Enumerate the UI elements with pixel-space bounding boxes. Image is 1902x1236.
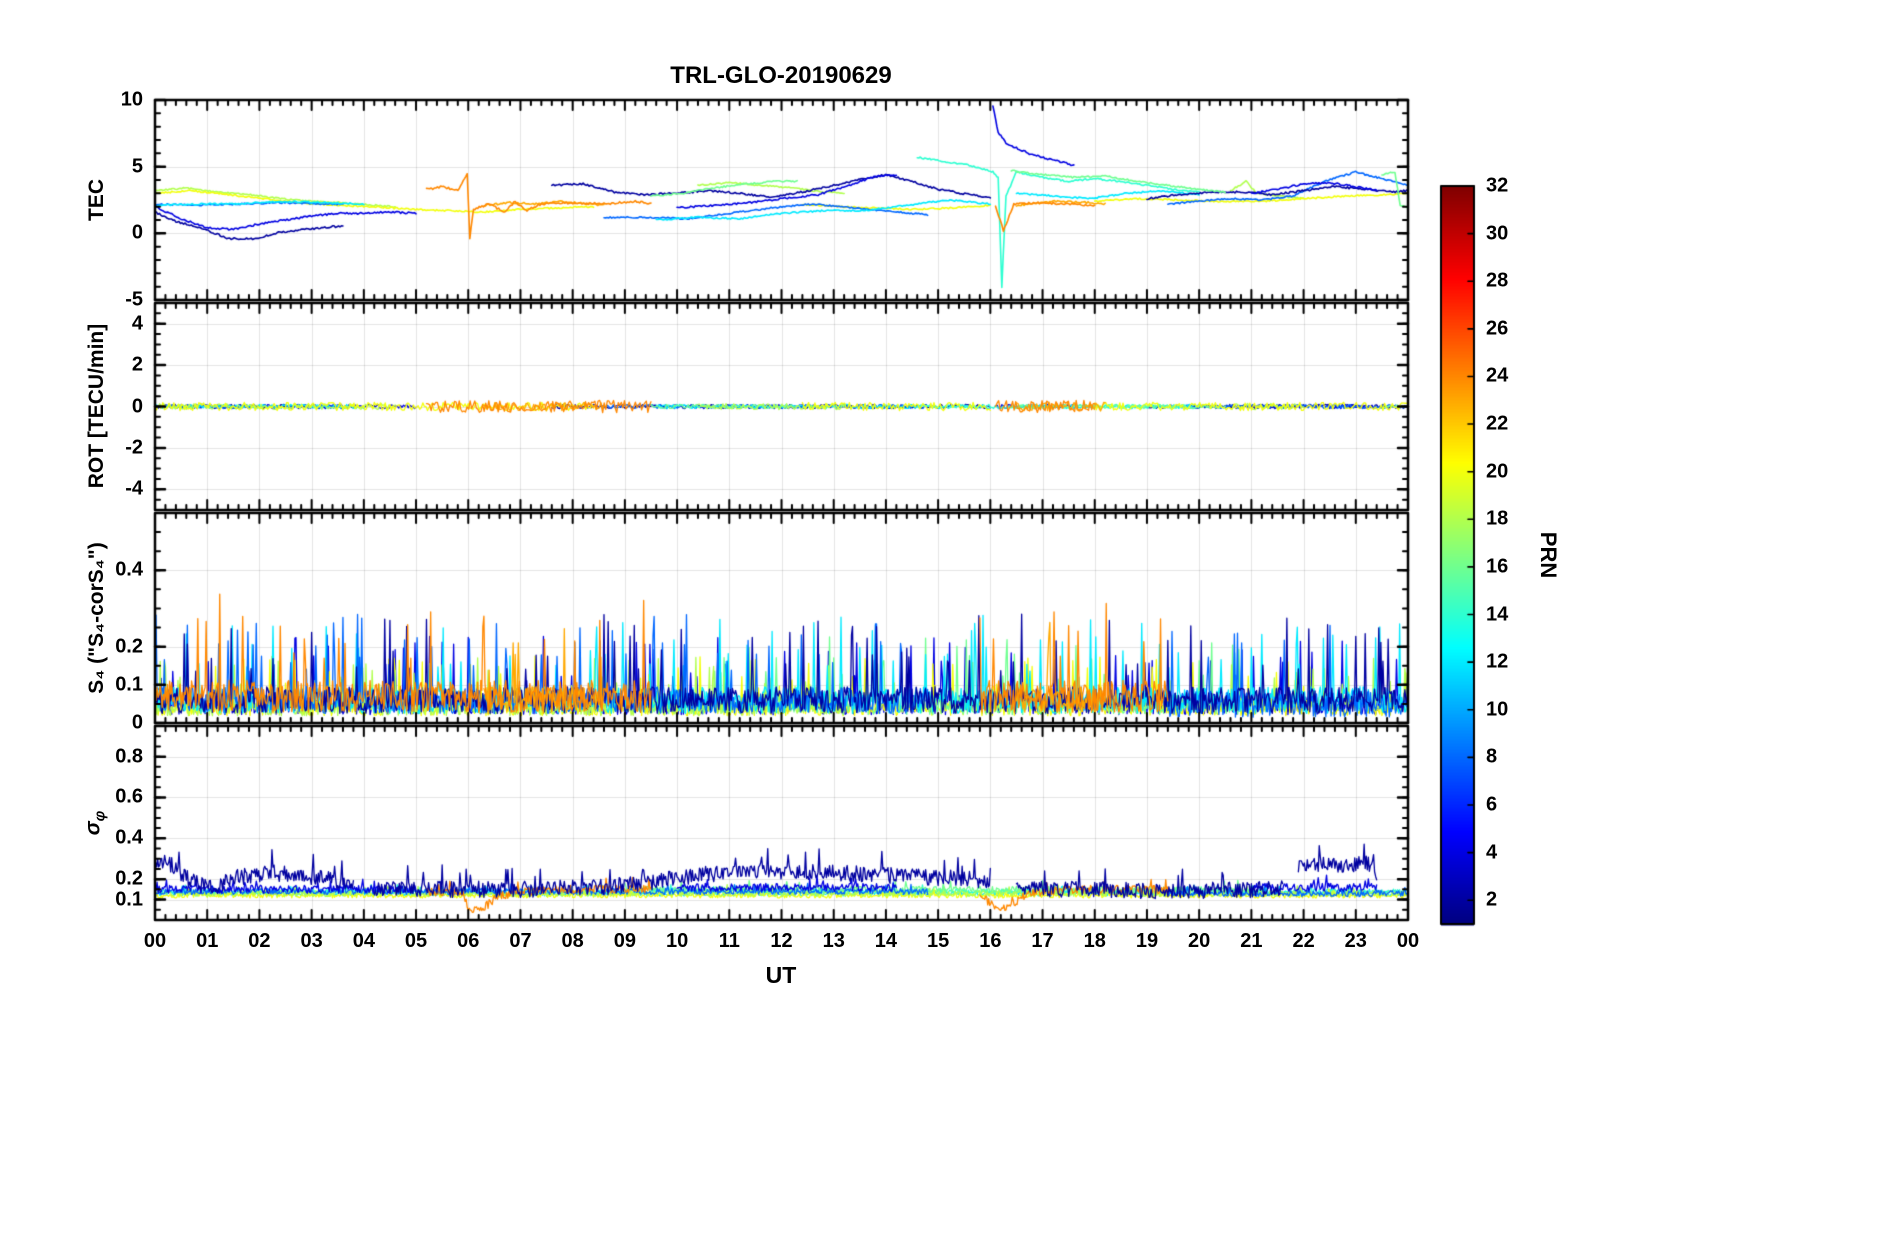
x-tick-label: 05: [404, 930, 428, 952]
y-tick-label-s4: 0.1: [115, 673, 143, 696]
x-tick-label: 23: [1344, 930, 1367, 952]
x-tick-label: 02: [248, 930, 271, 952]
y-tick-label-rot: 2: [131, 353, 143, 376]
colorbar-tick-label: 20: [1486, 460, 1509, 483]
x-tick-label: 12: [770, 930, 793, 952]
y-tick-label-rot: 0: [131, 395, 143, 417]
y-tick-label-tec: 5: [131, 155, 143, 178]
colorbar-tick-label: 26: [1486, 317, 1509, 340]
x-tick-label: 07: [509, 930, 532, 952]
colorbar-label: PRN: [1536, 531, 1561, 579]
y-axis-label-tec: TEC: [85, 179, 108, 221]
colorbar-tick-label: 24: [1486, 364, 1509, 387]
colorbar-tick-label: 8: [1486, 745, 1498, 768]
x-tick-label: 11: [718, 930, 740, 952]
colorbar-tick-label: 6: [1486, 793, 1498, 816]
chart-title: TRL-GLO-20190629: [670, 62, 892, 89]
y-axis-label-sigma-phi: σφ: [81, 811, 108, 836]
colorbar-tick-label: 16: [1486, 555, 1509, 578]
y-tick-label-s4: 0.4: [115, 558, 143, 581]
y-axis-label-s4: S₄ ("S₄-corS₄"): [85, 542, 108, 694]
colorbar-tick-label: 10: [1486, 698, 1509, 721]
colorbar-tick-label: 4: [1486, 841, 1498, 864]
x-tick-label: 10: [665, 930, 689, 952]
x-tick-label: 06: [457, 930, 480, 952]
y-tick-label-sigma_phi: 0.8: [115, 745, 143, 768]
x-tick-label: 00: [143, 930, 167, 952]
y-tick-label-rot: -2: [125, 436, 143, 459]
y-tick-label-s4: 0: [131, 711, 143, 734]
x-tick-label: 08: [561, 930, 584, 952]
colorbar-tick-label: 12: [1486, 650, 1509, 673]
y-tick-label-sigma_phi: 0.6: [115, 785, 143, 808]
x-tick-label: 15: [927, 930, 950, 952]
colorbar-tick-label: 32: [1486, 174, 1509, 197]
x-tick-label: 21: [1240, 930, 1263, 952]
x-tick-label: 17: [1031, 930, 1054, 952]
x-tick-label: 09: [613, 930, 636, 952]
y-tick-label-sigma_phi: 0.4: [115, 826, 143, 849]
x-tick-label: 14: [874, 930, 898, 952]
sigma-symbol: σ: [81, 821, 105, 836]
colorbar-tick-label: 28: [1486, 269, 1509, 292]
y-tick-label-rot: 4: [131, 312, 143, 335]
x-axis-label: UT: [765, 962, 797, 988]
colorbar-tick-label: 30: [1486, 222, 1509, 245]
x-tick-label: 16: [979, 930, 1002, 952]
x-tick-label: 19: [1135, 930, 1159, 952]
colorbar-tick-label: 14: [1486, 603, 1509, 626]
x-tick-label: 04: [352, 930, 375, 952]
y-axis-label-rot: ROT [TECU/min]: [85, 323, 108, 489]
x-tick-label: 20: [1188, 930, 1211, 952]
x-tick-label: 01: [196, 930, 219, 952]
x-tick-label: 13: [822, 930, 845, 952]
y-tick-label-rot: -4: [125, 477, 143, 500]
y-tick-label-sigma_phi: 0.2: [115, 867, 143, 890]
x-tick-label: 03: [300, 930, 323, 952]
x-tick-label: 22: [1292, 930, 1315, 952]
colorbar-tick-label: 18: [1486, 507, 1509, 530]
colorbar-tick-label: 22: [1486, 412, 1509, 435]
x-tick-label: 00: [1396, 930, 1420, 952]
y-tick-label-sigma_phi: 0.1: [115, 888, 143, 911]
y-tick-label-s4: 0.2: [115, 635, 143, 658]
y-tick-label-tec: -5: [125, 288, 143, 311]
y-tick-label-tec: 0: [131, 221, 143, 244]
colorbar-tick-label: 2: [1486, 888, 1498, 911]
x-tick-label: 18: [1083, 930, 1106, 952]
y-tick-label-tec: 10: [120, 88, 143, 111]
phi-subscript: φ: [91, 810, 109, 822]
